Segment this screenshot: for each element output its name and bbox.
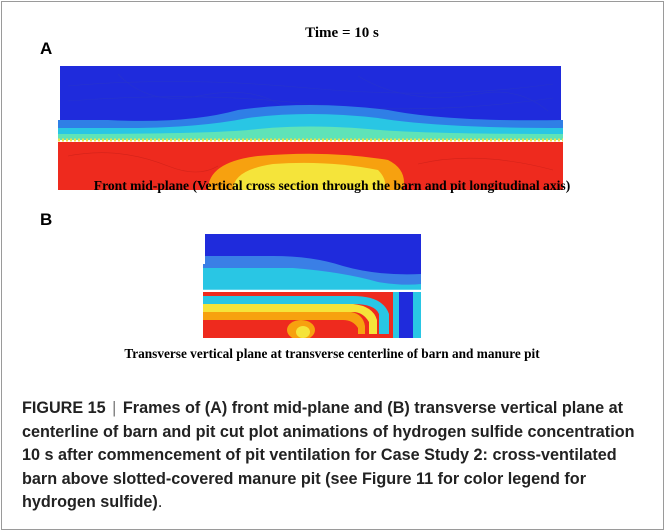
b-pit-flow-orange (203, 312, 365, 334)
b-pit-flow-cyan (203, 296, 389, 334)
panel-b-contour-plot (203, 234, 421, 338)
interface-layer-green (58, 126, 563, 140)
streamlines-upper (67, 73, 554, 112)
time-label: Time = 10 s (305, 25, 379, 41)
panel-a-letter: A (40, 39, 53, 58)
caption-text: Frames of (A) front mid-plane and (B) tr… (22, 399, 635, 511)
panel-a-contour-plot (58, 66, 563, 190)
panel-b-caption: Transverse vertical plane at transverse … (124, 346, 540, 361)
figure-id: FIGURE 15 (22, 399, 106, 417)
panel-a-caption: Front mid-plane (Vertical cross section … (93, 178, 571, 193)
b-layer-cyan (203, 268, 421, 290)
figure-caption: FIGURE 15 | Frames of (A) front mid-plan… (22, 397, 647, 515)
figure-panels: Time = 10 s A (22, 22, 642, 384)
panel-b-letter: B (40, 210, 53, 229)
streamlines-pit (67, 152, 554, 173)
b-pit-flow-yellow (203, 304, 377, 334)
b-inlet-blue (399, 292, 413, 338)
caption-end: . (157, 493, 163, 511)
pit-yellow-zone (233, 162, 386, 190)
b-vortex-yellow (296, 326, 310, 338)
caption-separator: | (112, 399, 117, 417)
